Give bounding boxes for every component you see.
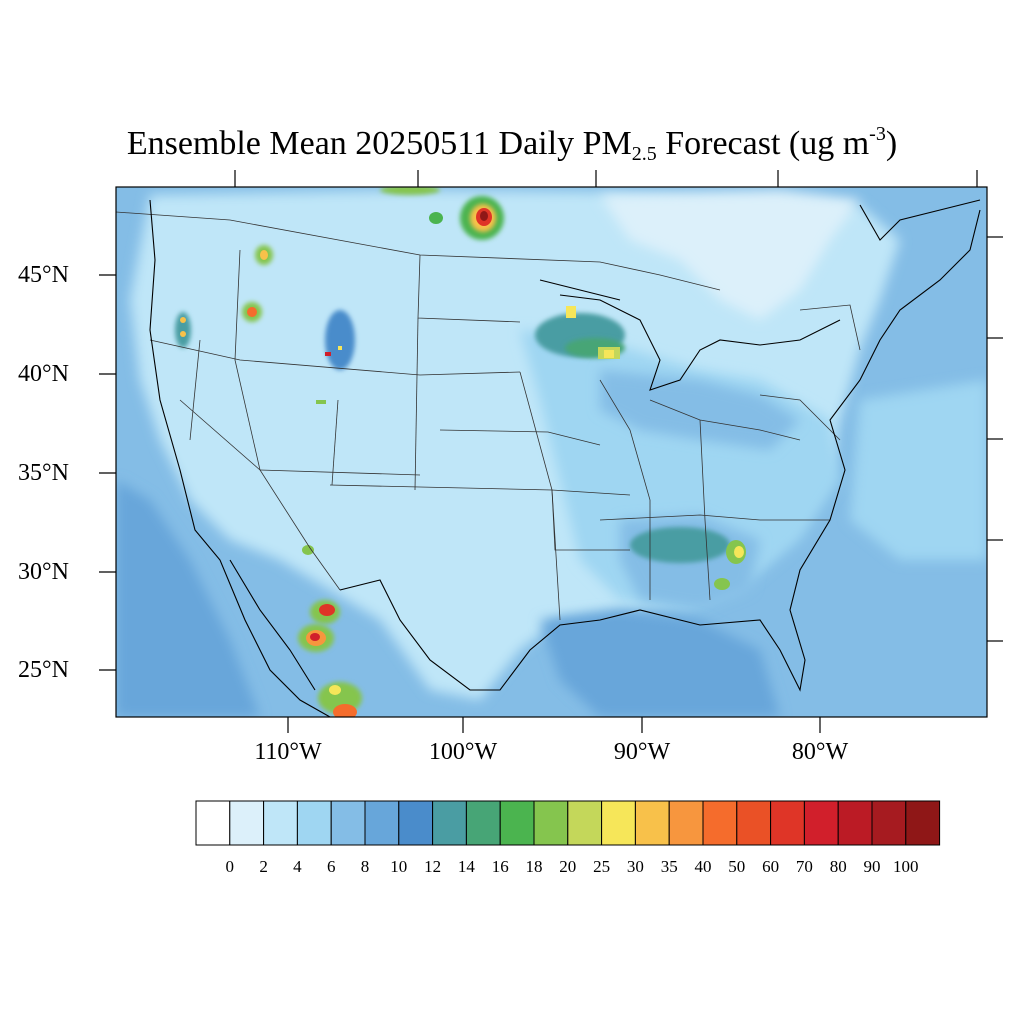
colorbar-tick-label: 50 [728, 857, 746, 876]
colorbar-swatch [837, 800, 873, 846]
hotspot-oregon [175, 312, 191, 348]
hotspot-manitoba [460, 196, 504, 240]
field-atlantic [850, 380, 987, 560]
colorbar-swatch [533, 800, 569, 846]
colorbar-tick-label: 20 [559, 857, 577, 876]
lat-label-30n: 30°N [18, 559, 69, 585]
colorbar-swatch [195, 800, 231, 846]
colorbar-swatch [702, 800, 738, 846]
colorbar-tick-label: 60 [762, 857, 780, 876]
hotspot-mexico [298, 600, 362, 717]
colorbar-swatch [465, 800, 501, 846]
colorbar-swatch [634, 800, 670, 846]
colorbar-tick-label: 14 [457, 857, 475, 876]
hotspot-idaho [242, 245, 273, 322]
colorbar-swatch [803, 800, 839, 846]
concentration-field [116, 187, 987, 717]
title-units: Forecast (ug m [656, 125, 870, 162]
colorbar-tick-label: 25 [593, 857, 611, 876]
lat-label-25n: 25°N [18, 657, 69, 683]
colorbar-swatch [770, 800, 805, 846]
colorbar-swatch [296, 800, 332, 846]
hotspot-ontario [380, 187, 443, 224]
colorbar-tick-label: 10 [390, 857, 408, 876]
colorbar-tick-label: 2 [259, 857, 268, 876]
colorbar-swatch [330, 800, 366, 846]
colorbar-tick-label: 100 [893, 857, 919, 876]
colorbar-tick-label: 18 [525, 857, 543, 876]
colorbar-swatch [432, 800, 467, 846]
title-text: Ensemble Mean 20250511 Daily PM [126, 125, 632, 162]
colorbar-tick-label: 6 [326, 857, 336, 876]
hotspot-arizona [302, 545, 314, 555]
state-boundaries [116, 211, 861, 621]
field-gulf [540, 610, 780, 717]
colorbar-tick-label: 90 [863, 857, 881, 876]
colorbar-swatch [871, 800, 907, 846]
colorbar [195, 800, 941, 846]
colorbar-tick-label: 70 [795, 857, 813, 876]
colorbar-tick-label: 40 [694, 857, 712, 876]
colorbar-tick-label: 80 [829, 857, 847, 876]
colorbar-swatch [229, 800, 265, 846]
title-close-paren: ) [885, 125, 898, 162]
lon-label-90w: 90°W [613, 739, 671, 765]
lon-label-80w: 80°W [791, 739, 849, 765]
colorbar-tick-label: 0 [225, 857, 235, 876]
colorbar-swatch [567, 800, 603, 846]
lat-label-40n: 40°N [18, 361, 69, 387]
lon-label-110w: 110°W [254, 739, 322, 765]
colorbar-tick-label: 4 [293, 857, 302, 876]
colorbar-swatch [601, 800, 636, 846]
axis-ticks [99, 170, 1003, 733]
title-superscript: -3 [869, 123, 886, 145]
colorbar-swatch [263, 800, 298, 846]
hotspot-southeast [630, 527, 746, 590]
title-subscript: 2.5 [631, 143, 657, 165]
colorbar-tick-label: 30 [626, 857, 644, 876]
colorbar-tick-label: 16 [491, 857, 509, 876]
hotspot-wyoming [316, 310, 355, 404]
lat-label-35n: 35°N [18, 460, 69, 486]
colorbar-swatch [668, 800, 704, 846]
colorbar-tick-label: 8 [360, 857, 370, 876]
colorbar-swatch [398, 800, 434, 846]
colorbar-swatch [364, 800, 400, 846]
colorbar-swatch [905, 800, 941, 846]
field-canada-low [600, 190, 860, 320]
colorbar-tick-label: 35 [660, 857, 678, 876]
field-pacific [116, 480, 260, 717]
colorbar-swatch [736, 800, 772, 846]
hotspot-wisconsin [535, 306, 625, 359]
lon-label-100w: 100°W [428, 739, 498, 765]
map-frame [115, 186, 988, 718]
map-title: Ensemble Mean 20250511 Daily PM2.5 Forec… [0, 112, 1024, 176]
coastlines [149, 199, 981, 717]
lat-label-45n: 45°N [18, 262, 69, 288]
colorbar-swatch [499, 800, 535, 846]
colorbar-tick-label: 12 [424, 857, 442, 876]
